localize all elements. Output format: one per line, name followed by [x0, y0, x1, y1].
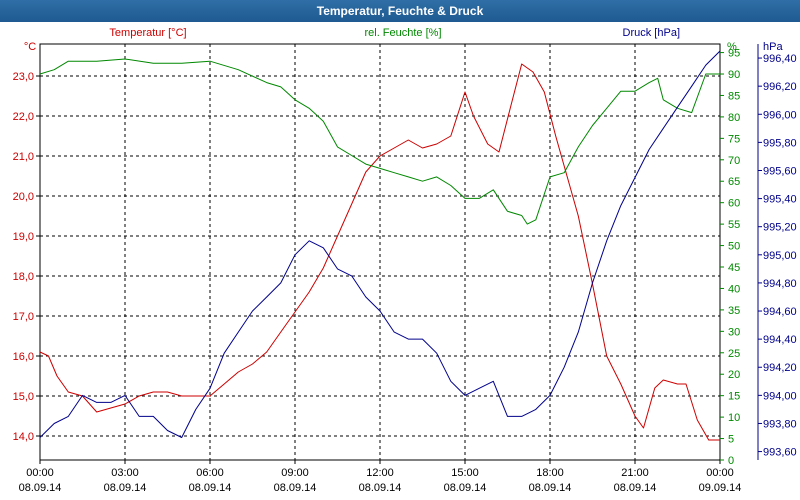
x-tick-label-date: 08.09.14: [19, 482, 62, 494]
humidity-tick-label: 55: [728, 219, 740, 231]
pressure-tick-label: 996,00: [763, 109, 797, 121]
pressure-tick-label: 993,60: [763, 447, 797, 459]
humidity-axis-title: rel. Feuchte [%]: [364, 27, 441, 39]
chart-title-bar: Temperatur, Feuchte & Druck: [0, 0, 800, 22]
humidity-tick-label: 45: [728, 262, 740, 274]
humidity-tick-label: 95: [728, 48, 740, 60]
x-tick-label-date: 08.09.14: [274, 482, 317, 494]
temperature-tick-label: 23,0: [13, 71, 34, 83]
humidity-tick-label: 30: [728, 326, 740, 338]
temperature-tick-label: 19,0: [13, 231, 34, 243]
temperature-tick-label: 18,0: [13, 271, 34, 283]
pressure-tick-label: 995,60: [763, 165, 797, 177]
humidity-tick-label: 0: [728, 455, 734, 467]
x-tick-label-date: 08.09.14: [189, 482, 232, 494]
pressure-tick-label: 995,00: [763, 250, 797, 262]
pressure-tick-label: 993,80: [763, 418, 797, 430]
x-tick-label-date: 08.09.14: [359, 482, 402, 494]
temperature-tick-label: 21,0: [13, 151, 34, 163]
pressure-tick-label: 995,80: [763, 137, 797, 149]
humidity-tick-label: 90: [728, 69, 740, 81]
humidity-unit-label: %: [727, 41, 737, 53]
pressure-series-line: [39, 50, 721, 438]
humidity-tick-label: 60: [728, 198, 740, 210]
series-lines: [39, 50, 721, 441]
x-tick-label-time: 15:00: [451, 467, 479, 479]
humidity-tick-label: 40: [728, 283, 740, 295]
temperature-tick-label: 16,0: [13, 351, 34, 363]
x-tick-label-date: 08.09.14: [104, 482, 147, 494]
x-tick-label-date: 08.09.14: [614, 482, 657, 494]
humidity-tick-label: 15: [728, 391, 740, 403]
pressure-tick-label: 994,80: [763, 278, 797, 290]
humidity-tick-label: 65: [728, 176, 740, 188]
temperature-tick-label: 15,0: [13, 391, 34, 403]
x-tick-label-time: 06:00: [196, 467, 224, 479]
pressure-tick-label: 996,20: [763, 81, 797, 93]
pressure-unit-label: hPa: [763, 41, 783, 53]
pressure-tick-label: 994,40: [763, 334, 797, 346]
pressure-tick-label: 995,40: [763, 194, 797, 206]
humidity-tick-label: 70: [728, 155, 740, 167]
humidity-tick-label: 20: [728, 369, 740, 381]
temperature-axis-title: Temperatur [°C]: [109, 27, 186, 39]
x-tick-label-date: 08.09.14: [444, 482, 487, 494]
x-tick-label-date: 08.09.14: [529, 482, 572, 494]
chart-title: Temperatur, Feuchte & Druck: [316, 4, 484, 18]
humidity-tick-label: 85: [728, 90, 740, 102]
humidity-tick-label: 25: [728, 348, 740, 360]
line-chart: 00:00 08.09.14 03:00 08.09.14 06:00 08.09.14 0…: [13, 27, 797, 494]
pressure-tick-label: 994,20: [763, 362, 797, 374]
humidity-tick-label: 10: [728, 412, 740, 424]
x-tick-label-time: 21:00: [621, 467, 649, 479]
humidity-tick-label: 35: [728, 305, 740, 317]
axes: 00:00 08.09.14 03:00 08.09.14 06:00 08.09.14 0…: [13, 27, 797, 494]
x-tick-label-time: 00:00: [706, 467, 734, 479]
x-tick-label-time: 00:00: [26, 467, 54, 479]
x-tick-label-date: 09.09.14: [699, 482, 742, 494]
humidity-tick-label: 5: [728, 434, 734, 446]
temperature-tick-label: 22,0: [13, 111, 34, 123]
humidity-tick-label: 50: [728, 241, 740, 253]
x-tick-label-time: 09:00: [281, 467, 309, 479]
temperature-tick-label: 17,0: [13, 311, 34, 323]
humidity-tick-label: 80: [728, 112, 740, 124]
x-tick-label-time: 03:00: [111, 467, 139, 479]
x-tick-label-time: 12:00: [366, 467, 394, 479]
humidity-series-line: [39, 58, 720, 225]
temperature-tick-label: 14,0: [13, 431, 34, 443]
temperature-unit-label: °C: [24, 41, 36, 53]
pressure-tick-label: 995,20: [763, 222, 797, 234]
pressure-tick-label: 994,00: [763, 390, 797, 402]
x-tick-label-time: 18:00: [536, 467, 564, 479]
pressure-axis-title: Druck [hPa]: [623, 27, 680, 39]
temperature-series-line: [39, 63, 720, 441]
pressure-tick-label: 994,60: [763, 306, 797, 318]
pressure-tick-label: 996,40: [763, 53, 797, 65]
temperature-tick-label: 20,0: [13, 191, 34, 203]
humidity-tick-label: 75: [728, 133, 740, 145]
plot-area: [39, 43, 721, 461]
